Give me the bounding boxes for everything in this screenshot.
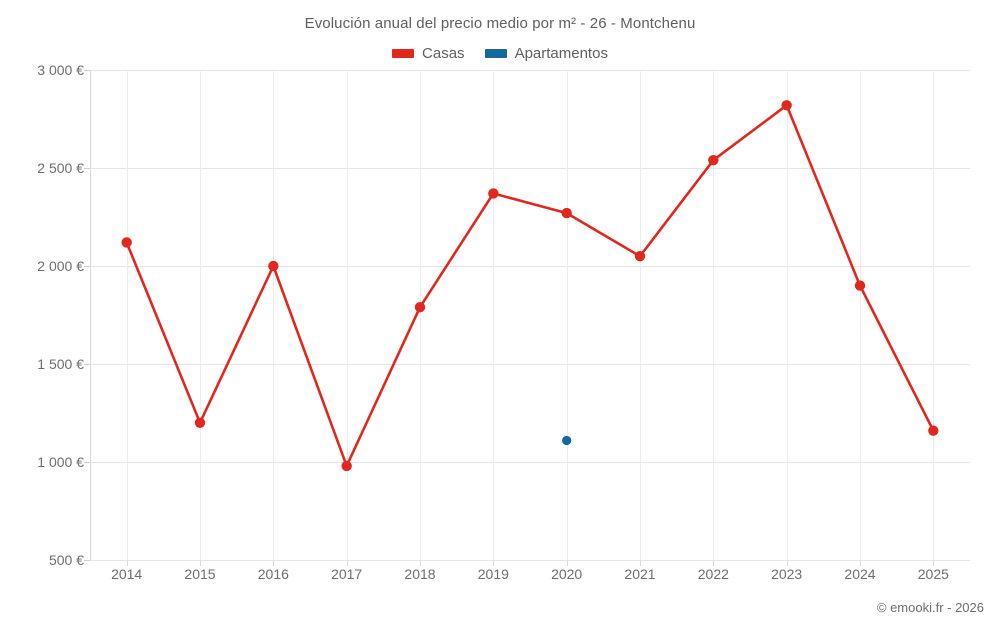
gridline-vertical <box>346 70 348 560</box>
y-axis-tick-label: 1 500 € <box>37 356 84 372</box>
gridline-horizontal <box>90 364 970 365</box>
y-axis-tick-label: 500 € <box>48 552 84 568</box>
x-axis-tick-mark <box>493 561 495 566</box>
gridline-horizontal <box>90 266 970 267</box>
x-axis-tick-mark <box>860 561 861 566</box>
data-point-casas-2017[interactable] <box>341 460 352 472</box>
x-axis-tick-mark <box>346 561 348 566</box>
x-axis-tick-mark <box>126 561 128 566</box>
gridline-vertical <box>640 70 641 560</box>
x-axis-tick-mark <box>200 561 201 566</box>
x-axis-tick-mark <box>933 561 935 566</box>
y-axis-tick-mark <box>84 266 90 267</box>
y-axis-tick-mark <box>84 168 90 169</box>
plot-area <box>90 70 970 561</box>
y-axis-tick-mark <box>84 560 90 561</box>
x-axis-tick-label: 2019 <box>477 566 509 582</box>
x-axis-tick-mark <box>640 561 641 566</box>
x-axis-tick-label: 2023 <box>771 566 803 582</box>
footer-credit: © emooki.fr - 2026 <box>876 600 984 615</box>
gridline-vertical <box>713 70 715 560</box>
y-axis-tick-mark <box>84 70 90 71</box>
x-axis-tick-mark <box>713 561 715 566</box>
x-axis-tick-mark <box>273 561 275 566</box>
y-axis-tick-label: 2 000 € <box>37 258 84 274</box>
gridline-vertical <box>566 70 568 560</box>
x-axis-tick-label: 2015 <box>184 566 216 582</box>
x-axis-tick-label: 2016 <box>257 566 289 582</box>
x-axis-tick-label: 2020 <box>551 566 583 582</box>
y-axis-tick-mark <box>84 462 90 463</box>
y-axis-tick-label: 1 000 € <box>37 454 84 470</box>
x-axis-tick-label: 2025 <box>917 566 949 582</box>
x-axis-tick-mark <box>566 561 568 566</box>
gridline-horizontal <box>90 168 970 169</box>
data-point-casas-2014[interactable] <box>121 237 132 248</box>
gridline-vertical <box>420 70 421 560</box>
chart-legend: Casas Apartamentos <box>0 45 1000 62</box>
legend-label: Casas <box>422 45 465 62</box>
y-axis-tick-label: 2 500 € <box>37 160 84 176</box>
x-axis-tick-label: 2024 <box>844 566 876 582</box>
data-point-casas-2024[interactable] <box>854 280 866 291</box>
x-axis-tick-label: 2017 <box>331 566 363 582</box>
chart-title: Evolución anual del precio medio por m² … <box>304 15 696 32</box>
x-axis-tick-label: 2014 <box>111 566 143 582</box>
legend-item-apartamentos[interactable]: Apartamentos <box>484 45 608 62</box>
data-point-casas-2016[interactable] <box>268 260 279 272</box>
data-point-casas-2019[interactable] <box>488 188 499 199</box>
gridline-horizontal <box>90 70 970 71</box>
gridline-vertical <box>273 70 275 560</box>
x-axis-tick-mark <box>420 561 421 566</box>
gridline-vertical <box>200 70 201 560</box>
data-point-apartamentos-2020[interactable] <box>562 435 572 446</box>
legend-item-casas[interactable]: Casas <box>392 45 465 62</box>
x-axis-tick-label: 2021 <box>624 566 656 582</box>
data-point-casas-2023[interactable] <box>781 100 792 111</box>
data-point-casas-2018[interactable] <box>414 301 426 313</box>
gridline-vertical <box>860 70 861 560</box>
data-point-casas-2021[interactable] <box>634 251 646 262</box>
legend-swatch-icon <box>392 49 415 58</box>
y-axis-tick-label: 3 000 € <box>37 62 84 78</box>
series-layer <box>121 100 939 472</box>
y-axis-tick-mark <box>84 364 90 365</box>
data-point-casas-2025[interactable] <box>928 425 939 436</box>
gridline-vertical <box>493 70 495 560</box>
y-axis-line <box>90 70 91 561</box>
gridline-vertical <box>126 70 128 560</box>
legend-label: Apartamentos <box>514 45 608 62</box>
gridline-vertical <box>786 70 788 560</box>
x-axis-tick-mark <box>786 561 788 566</box>
gridline-horizontal <box>90 560 970 561</box>
series-line-casas <box>125 103 935 468</box>
x-axis-tick-label: 2022 <box>697 566 729 582</box>
legend-swatch-icon <box>484 49 507 58</box>
data-point-casas-2020[interactable] <box>561 207 572 219</box>
gridline-horizontal <box>90 462 970 463</box>
x-axis-tick-label: 2018 <box>404 566 436 582</box>
gridline-vertical <box>933 70 935 560</box>
data-point-casas-2015[interactable] <box>194 417 206 428</box>
data-point-casas-2022[interactable] <box>708 154 719 166</box>
